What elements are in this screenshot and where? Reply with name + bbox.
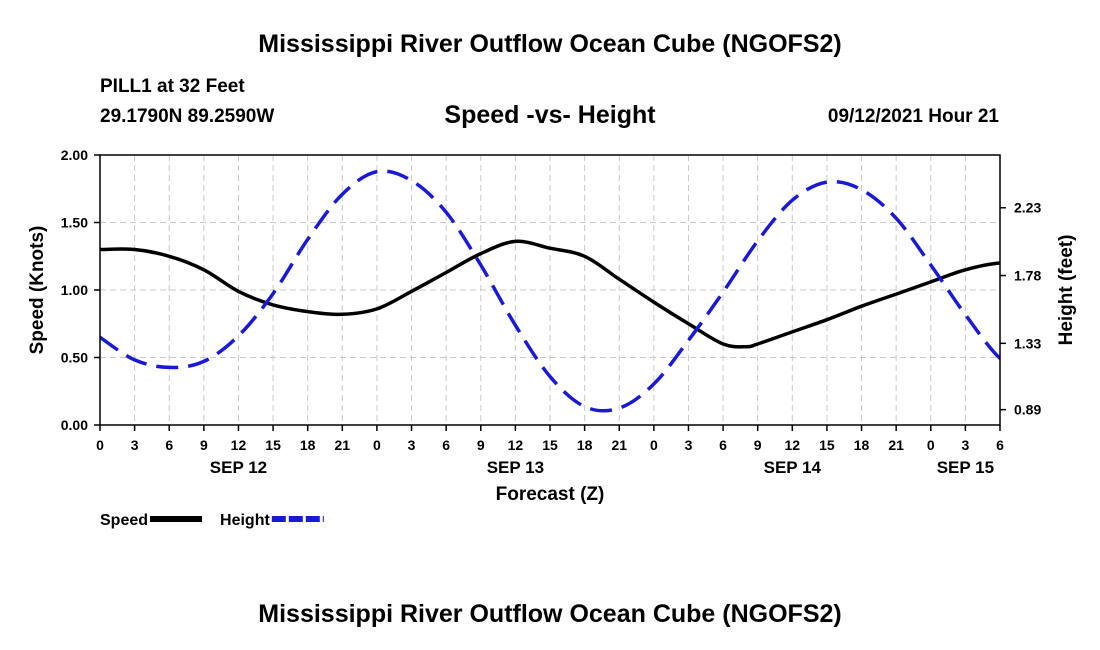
x-tick-label: 18 bbox=[854, 437, 870, 453]
station-coordinates: 29.1790N 89.2590W bbox=[100, 106, 275, 127]
x-tick-label: 6 bbox=[165, 437, 173, 453]
x-tick-label: 3 bbox=[408, 437, 416, 453]
station-label: PILL1 at 32 Feet bbox=[100, 76, 245, 97]
y2-tick-label: 1.33 bbox=[1014, 335, 1041, 351]
x-tick-label: 12 bbox=[231, 437, 247, 453]
series-layer bbox=[100, 169, 1000, 413]
x-tick-label: 0 bbox=[650, 437, 658, 453]
y-tick-label: 2.00 bbox=[61, 147, 88, 163]
x-tick-label: 21 bbox=[611, 437, 627, 453]
y2-axis-label: Height (feet) bbox=[1056, 235, 1077, 346]
y-axis-label: Speed (Knots) bbox=[27, 226, 48, 355]
x-tick-label: 15 bbox=[265, 437, 281, 453]
x-tick-label: 15 bbox=[819, 437, 835, 453]
x-tick-label: 21 bbox=[335, 437, 351, 453]
y-tick-label: 1.50 bbox=[61, 215, 88, 231]
x-tick-label: 0 bbox=[373, 437, 381, 453]
x-tick-label: 21 bbox=[888, 437, 904, 453]
y2-tick-label: 2.23 bbox=[1014, 200, 1041, 216]
grid bbox=[100, 155, 1000, 425]
date-label: SEP 15 bbox=[937, 458, 994, 477]
x-tick-label: 3 bbox=[961, 437, 969, 453]
x-tick-label: 12 bbox=[508, 437, 524, 453]
y-tick-label: 0.50 bbox=[61, 350, 88, 366]
x-tick-label: 3 bbox=[685, 437, 693, 453]
series-height-line bbox=[100, 169, 1000, 413]
date-label: SEP 12 bbox=[210, 458, 267, 477]
y-tick-label: 0.00 bbox=[61, 417, 88, 433]
x-tick-label: 3 bbox=[131, 437, 139, 453]
legend-label-height: Height bbox=[220, 512, 270, 529]
footer-title: Mississippi River Outflow Ocean Cube (NG… bbox=[258, 600, 842, 628]
forecast-datetime: 09/12/2021 Hour 21 bbox=[827, 106, 999, 127]
x-tick-label: 12 bbox=[785, 437, 801, 453]
x-axis-label: Forecast (Z) bbox=[496, 484, 605, 505]
x-tick-label: 18 bbox=[300, 437, 316, 453]
y2-tick-label: 0.89 bbox=[1014, 402, 1041, 418]
x-tick-label: 0 bbox=[96, 437, 104, 453]
axes: 0 3 6 9 12 15 18 21 0 3 6 9 12 15 18 21 0 3 6 9 12 15 18 21 0 3 6 0… bbox=[61, 147, 1042, 477]
x-tick-label: 9 bbox=[754, 437, 762, 453]
x-tick-label: 6 bbox=[719, 437, 727, 453]
date-label: SEP 14 bbox=[764, 458, 822, 477]
x-tick-label: 18 bbox=[577, 437, 593, 453]
legend-label-speed: Speed bbox=[100, 512, 148, 529]
series-speed-line bbox=[100, 239, 1000, 349]
x-tick-label: 6 bbox=[442, 437, 450, 453]
date-label: SEP 13 bbox=[487, 458, 544, 477]
x-tick-label: 0 bbox=[927, 437, 935, 453]
y2-tick-label: 1.78 bbox=[1014, 268, 1041, 284]
chart-subtitle: Speed -vs- Height bbox=[444, 101, 656, 129]
x-tick-label: 9 bbox=[200, 437, 208, 453]
chart-main-title: Mississippi River Outflow Ocean Cube (NG… bbox=[258, 30, 842, 58]
x-tick-label: 9 bbox=[477, 437, 485, 453]
legend: Speed Height bbox=[100, 512, 324, 529]
y-tick-label: 1.00 bbox=[61, 282, 88, 298]
x-tick-label: 6 bbox=[996, 437, 1004, 453]
x-tick-label: 15 bbox=[542, 437, 558, 453]
